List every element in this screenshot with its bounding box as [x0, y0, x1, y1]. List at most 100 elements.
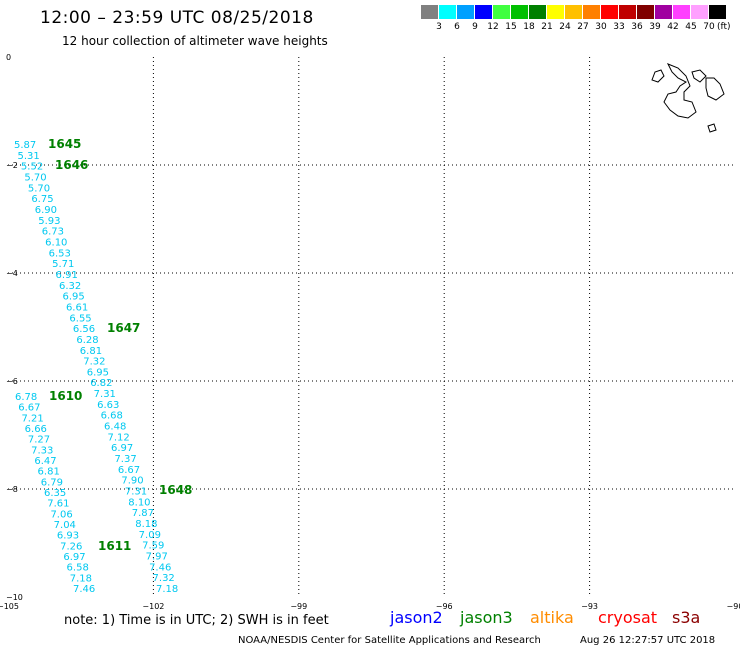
color-scale-tick: 24 [559, 22, 571, 32]
wave-height-value-track-a: 6.73 [42, 227, 64, 238]
color-scale-tick: 21 [541, 22, 553, 32]
color-scale-tick: 42 [667, 22, 679, 32]
pass-time-label: 1610 [49, 389, 82, 403]
wave-height-value-track-a: 6.61 [66, 302, 88, 313]
color-scale-tick: 18 [523, 22, 535, 32]
wave-height-value-track-a: 6.55 [69, 313, 91, 324]
longitude-label: −105 [0, 602, 19, 611]
wave-height-value-track-b: 6.78 [15, 392, 37, 403]
wave-height-value-track-b: 6.79 [41, 477, 63, 488]
wave-height-value-track-a: 6.95 [62, 292, 84, 303]
latitude-label: −8 [6, 485, 18, 494]
pass-time-label: 1647 [107, 321, 140, 335]
latitude-label: −2 [6, 161, 18, 170]
satellite-s3a: s3a [672, 608, 701, 627]
color-swatch [493, 5, 511, 19]
color-scale-tick: 12 [487, 22, 499, 32]
footer-note: note: 1) Time is in UTC; 2) SWH is in fe… [64, 613, 329, 628]
wave-height-value-track-a: 7.31 [94, 389, 116, 400]
wave-height-value-track-a: 5.52 [21, 162, 43, 173]
map-title: 12:00 – 23:59 UTC 08/25/2018 [40, 8, 314, 28]
color-swatch [511, 5, 529, 19]
wave-height-value-track-b: 6.58 [67, 563, 89, 574]
longitude-label: −96 [436, 602, 453, 611]
wave-height-value-track-a: 7.32 [153, 573, 175, 584]
wave-height-value-track-a: 6.97 [111, 443, 133, 454]
wave-height-value-track-a: 5.93 [38, 216, 60, 227]
color-swatch [601, 5, 619, 19]
wave-height-value-track-a: 6.63 [97, 400, 119, 411]
satellite-altika: altika [530, 608, 574, 627]
wave-height-value-track-a: 6.56 [73, 324, 95, 335]
wave-height-value-track-a: 7.59 [142, 541, 164, 552]
wave-height-value-track-a: 5.87 [14, 140, 36, 151]
color-scale-tick: 9 [472, 22, 478, 32]
wave-height-value-track-b: 6.67 [18, 403, 40, 414]
pass-time-label: 1648 [159, 483, 192, 497]
wave-height-value-track-a: 6.95 [87, 367, 109, 378]
wave-height-value-track-a: 8.18 [135, 519, 157, 530]
color-scale-tick: 70 [703, 22, 715, 32]
color-swatch [637, 5, 655, 19]
longitude-label: −93 [581, 602, 598, 611]
wave-height-value-track-a: 5.70 [28, 183, 50, 194]
credit-line: NOAA/NESDIS Center for Satellite Applica… [238, 635, 541, 646]
color-swatch [421, 5, 439, 19]
color-scale-unit: (ft) [717, 22, 731, 32]
wave-height-value-track-a: 7.87 [132, 508, 154, 519]
wave-height-value-track-a: 6.10 [45, 237, 67, 248]
wave-height-value-track-a: 7.37 [114, 454, 136, 465]
wave-height-value-track-b: 7.21 [21, 413, 43, 424]
latitude-label: 0 [6, 53, 11, 62]
color-swatch [475, 5, 493, 19]
satellite-cryosat: cryosat [598, 608, 658, 627]
wave-height-value-track-a: 7.32 [83, 357, 105, 368]
wave-height-value-track-a: 6.67 [118, 465, 140, 476]
map-subtitle: 12 hour collection of altimeter wave hei… [62, 34, 328, 48]
wave-height-value-track-b: 6.66 [25, 424, 47, 435]
wave-height-value-track-b: 7.04 [54, 520, 76, 531]
longitude-label: −90 [727, 602, 740, 611]
color-swatch [457, 5, 475, 19]
pass-time-label: 1611 [98, 539, 131, 553]
wave-height-value-track-a: 7.12 [108, 432, 130, 443]
wave-height-value-track-a: 7.97 [146, 552, 168, 563]
wave-height-value-track-b: 6.47 [34, 456, 56, 467]
wave-height-value-track-a: 6.91 [56, 270, 78, 281]
wave-height-value-track-b: 6.35 [44, 488, 66, 499]
wave-height-value-track-b: 7.27 [28, 435, 50, 446]
latitude-label: −10 [6, 593, 23, 602]
color-scale-tick: 33 [613, 22, 625, 32]
longitude-label: −99 [290, 602, 307, 611]
pass-time-label: 1645 [48, 137, 81, 151]
wave-height-value-track-a: 6.81 [80, 346, 102, 357]
wave-height-value-track-b: 7.33 [31, 445, 53, 456]
wave-height-value-track-a: 7.18 [156, 584, 178, 595]
wave-height-value-track-b: 7.46 [73, 584, 95, 595]
wave-height-value-track-b: 7.06 [50, 509, 72, 520]
color-swatch [565, 5, 583, 19]
color-swatch [439, 5, 457, 19]
color-scale-tick: 36 [631, 22, 643, 32]
wave-height-value-track-a: 5.31 [17, 151, 39, 162]
wave-height-value-track-a: 6.90 [35, 205, 57, 216]
wave-height-value-track-a: 6.82 [90, 378, 112, 389]
color-swatch [529, 5, 547, 19]
wave-height-value-track-a: 6.32 [59, 281, 81, 292]
generated-timestamp: Aug 26 12:27:57 UTC 2018 [580, 635, 716, 646]
wave-height-value-track-a: 6.53 [49, 248, 71, 259]
wave-height-value-track-a: 7.09 [139, 530, 161, 541]
color-scale-tick: 15 [505, 22, 517, 32]
wave-height-value-track-a: 6.48 [104, 422, 126, 433]
wave-height-value-track-a: 5.71 [52, 259, 74, 270]
latitude-label: −4 [6, 269, 18, 278]
pass-time-label: 1646 [55, 158, 88, 172]
color-swatch [583, 5, 601, 19]
color-swatch [709, 5, 727, 19]
wave-height-value-track-a: 6.75 [31, 194, 53, 205]
color-swatch [691, 5, 709, 19]
wave-height-value-track-a: 6.68 [101, 411, 123, 422]
color-swatch [547, 5, 565, 19]
wave-height-value-track-b: 6.93 [57, 531, 79, 542]
